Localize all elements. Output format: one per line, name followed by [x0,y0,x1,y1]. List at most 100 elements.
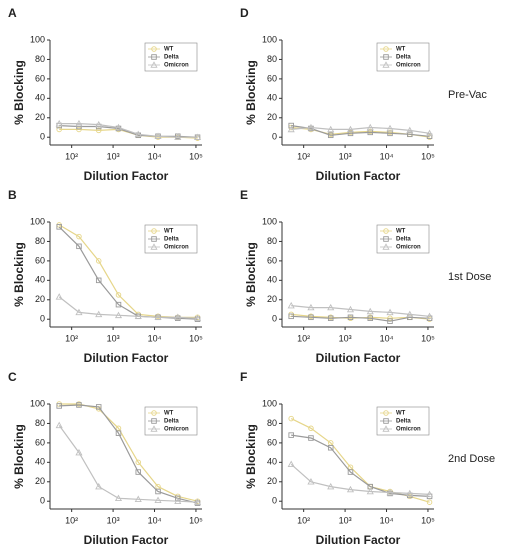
y-axis-label: % Blocking [12,60,26,125]
legend-marker [383,54,389,60]
data-point [114,311,123,319]
data-point [387,315,393,322]
x-tick-label: 10⁴ [148,151,162,161]
x-tick-label: 10⁴ [380,333,394,343]
data-point [288,432,294,438]
data-point [75,119,83,127]
legend-marker [383,418,389,424]
legend-label: Omicron [164,63,189,69]
legend-label: Delta [396,237,411,243]
data-point [56,126,62,133]
x-tick-label: 10² [65,333,78,343]
legend-marker [150,243,158,250]
data-point [366,487,374,495]
data-point [115,430,122,436]
legend-label: Delta [396,55,411,61]
y-tick-label: 60 [267,73,277,83]
legend-marker [151,46,157,52]
y-tick-label: 80 [35,236,45,246]
data-point [55,421,63,429]
legend-marker [383,236,389,242]
series-line [291,125,430,137]
series-line [58,226,198,320]
y-tick-label: 20 [35,294,45,304]
y-tick-label: 100 [262,34,277,44]
legend-marker [151,410,157,416]
data-point [308,435,314,441]
data-point [287,460,295,468]
data-point [95,277,102,284]
y-axis-label: % Blocking [244,60,258,125]
data-point [154,313,162,321]
y-tick-label: 100 [30,216,45,226]
y-tick-label: 0 [40,496,45,506]
data-point [327,125,335,133]
row-label: 2nd Dose [448,453,495,465]
series-line [290,463,430,495]
data-point [288,415,294,422]
data-point [327,132,334,139]
panel: B 0 20 40 60 80 100 10² 10³ 10⁴ 10⁵ Dilution Factor… [8,188,203,365]
data-point [95,258,102,264]
data-point [347,469,354,475]
y-tick-label: 60 [267,255,277,265]
legend-marker [151,418,157,424]
panel: F 2nd Dose 0 20 40 60 80 100 10² 10³ 10⁴ 10⁵ Dilutio… [240,370,495,547]
x-tick-label: 10³ [339,151,352,161]
x-tick-label: 10⁵ [189,333,203,343]
y-tick-label: 100 [30,34,45,44]
x-tick-label: 10² [297,515,310,525]
data-point [366,123,374,131]
legend-label: Delta [164,55,179,61]
legend-label: Omicron [396,245,421,251]
data-point [95,127,102,134]
x-tick-label: 10⁵ [421,151,435,161]
data-point [307,303,315,311]
data-point [426,133,433,139]
panel-label: C [8,370,17,384]
x-tick-label: 10³ [107,515,120,525]
y-axis-label: % Blocking [244,424,258,489]
data-point [95,404,102,410]
data-point [426,499,433,505]
series-line [59,125,198,138]
data-point [308,314,314,321]
y-tick-label: 80 [35,54,45,64]
data-point [134,130,142,138]
panel-label: F [240,370,247,384]
y-tick-label: 0 [40,132,45,142]
data-point [95,120,103,128]
y-tick-label: 20 [35,476,45,486]
y-axis-label: % Blocking [244,242,258,307]
data-point [288,122,294,129]
data-point [76,126,82,133]
y-tick-label: 20 [35,112,45,122]
y-tick-label: 80 [35,418,45,428]
panel: E 1st Dose 0 20 40 60 80 100 10² 10³ 10⁴ 10⁵ Dilutio… [240,188,491,365]
x-tick-label: 10² [297,333,310,343]
data-point [135,469,142,475]
data-point [425,312,434,320]
legend-label: Delta [164,419,179,425]
x-axis-label: Dilution Factor [84,169,169,183]
x-tick-label: 10⁴ [380,515,394,525]
data-point [134,312,142,320]
legend-marker [150,425,158,432]
x-axis-label: Dilution Factor [316,533,401,547]
x-tick-label: 10⁵ [421,333,435,343]
data-point [407,131,413,138]
series-line [291,126,430,134]
data-point [174,133,182,140]
data-point [134,495,142,503]
data-point [288,313,294,320]
data-point [425,490,434,498]
y-tick-label: 80 [267,418,277,428]
series-line [291,305,430,317]
series-line [59,122,198,138]
data-point [154,496,162,503]
legend-label: Delta [396,419,411,425]
data-point [193,133,202,140]
x-tick-label: 10⁴ [380,151,394,161]
y-tick-label: 60 [35,437,45,447]
data-point [135,459,142,466]
